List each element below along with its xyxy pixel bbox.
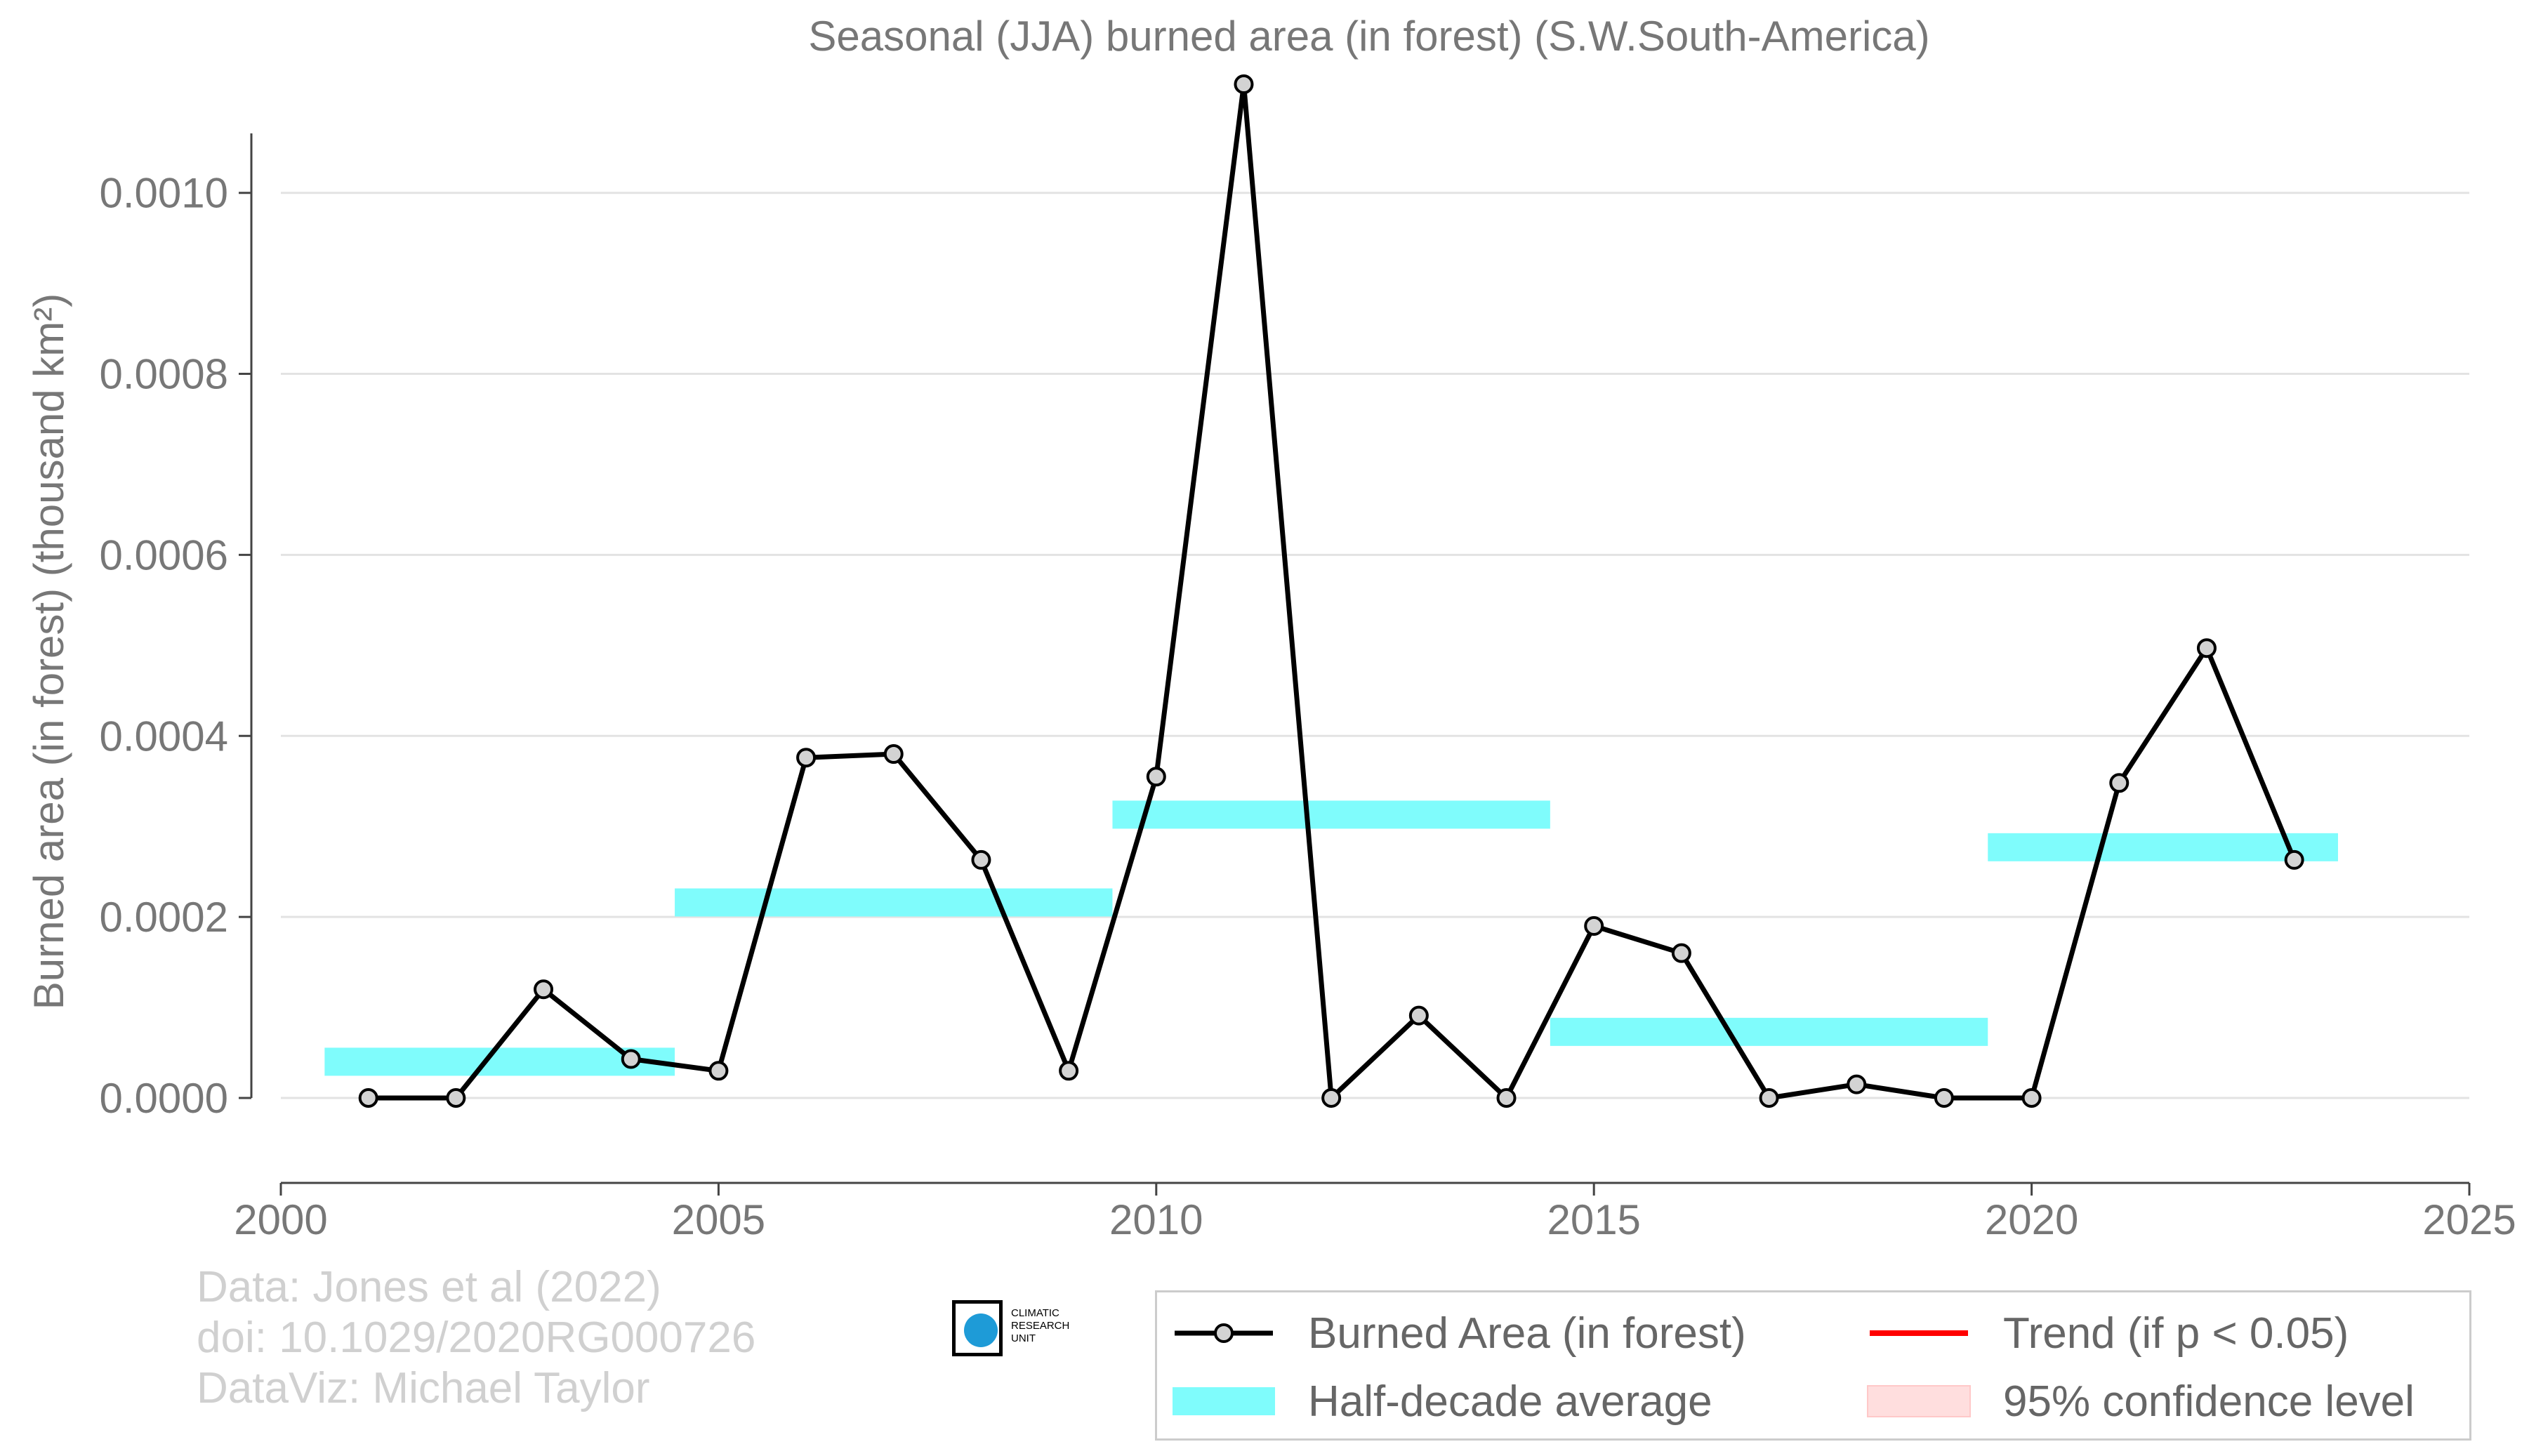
half-decade-band-4: [1988, 833, 2338, 861]
legend-key-trend-line: [1870, 1330, 1968, 1336]
credit-doi: doi: 10.1029/2020RG000726: [197, 1313, 756, 1362]
half-decade-band-0: [324, 1047, 675, 1076]
data-point-2003: [534, 979, 554, 1000]
half-decade-band-2: [1112, 800, 1550, 829]
data-point-2001: [358, 1087, 378, 1108]
data-point-2012: [1321, 1087, 1342, 1108]
logo-line-1: CLIMATIC: [1011, 1307, 1059, 1319]
data-point-2009: [1059, 1061, 1079, 1081]
logo-line-2: RESEARCH: [1011, 1320, 1070, 1332]
y-tick-label-3: 0.0006: [99, 531, 228, 578]
data-point-2021: [2109, 773, 2129, 793]
data-point-2007: [883, 744, 904, 765]
x-tick-label-5: 2025: [2422, 1196, 2516, 1243]
data-point-2011: [1234, 74, 1254, 94]
axes: [239, 133, 2471, 1196]
data-points: [358, 74, 2304, 1108]
legend-item-trend: Trend (if p < 0.05): [1866, 1305, 2349, 1361]
data-point-2010: [1146, 767, 1166, 787]
y-tick-label-5: 0.0010: [99, 170, 228, 217]
logo-frame: [952, 1300, 1003, 1356]
half-decade-band-3: [1550, 1017, 1988, 1046]
half-decade-bands: [324, 800, 2338, 1076]
data-point-2019: [1934, 1087, 1954, 1108]
data-point-2002: [446, 1087, 466, 1108]
data-point-2006: [796, 748, 817, 768]
logo-text: CLIMATIC RESEARCH UNIT: [1011, 1307, 1069, 1345]
y-tick-label-4: 0.0008: [99, 351, 228, 398]
data-point-2013: [1408, 1005, 1429, 1026]
data-point-2022: [2196, 638, 2217, 658]
legend-key-confidence: [1867, 1385, 1971, 1417]
series-line-layer: [368, 81, 2297, 1101]
legend-item-half-decade: Half-decade average: [1171, 1373, 1712, 1429]
y-tick-label-1: 0.0002: [99, 894, 228, 941]
x-tick-label-2: 2010: [1109, 1196, 1203, 1243]
data-point-2015: [1584, 916, 1604, 937]
data-point-2017: [1759, 1087, 1779, 1108]
x-tick-label-3: 2015: [1547, 1196, 1640, 1243]
series-line-0: [368, 81, 2297, 1101]
legend-label-half-decade: Half-decade average: [1308, 1377, 1712, 1426]
data-point-2018: [1847, 1074, 1867, 1094]
chart: Seasonal (JJA) burned area (in forest) (…: [25, 13, 2516, 1243]
half-decade-band-1: [675, 888, 1113, 917]
credit-dataviz: DataViz: Michael Taylor: [197, 1364, 650, 1412]
x-tick-label-1: 2005: [672, 1196, 765, 1243]
legend-label-confidence: 95% confidence level: [2003, 1377, 2415, 1426]
legend-item-burned-area: Burned Area (in forest): [1171, 1305, 1746, 1361]
y-tick-labels: 0.0000 0.0002 0.0004 0.0006 0.0008 0.0010: [99, 170, 228, 1122]
data-credits: Data: Jones et al (2022) doi: 10.1029/20…: [197, 1262, 755, 1414]
x-tick-label-0: 2000: [234, 1196, 327, 1243]
chart-title: Seasonal (JJA) burned area (in forest) (…: [808, 13, 1929, 60]
cru-logo: CLIMATIC RESEARCH UNIT: [952, 1300, 1092, 1361]
legend-key-line-marker: [1175, 1323, 1273, 1343]
globe-icon: [964, 1313, 998, 1347]
y-axis-label: Burned area (in forest) (thousand km²): [25, 293, 72, 1010]
legend-label-burned-area: Burned Area (in forest): [1308, 1309, 1746, 1358]
data-point-2016: [1671, 943, 1691, 963]
data-point-2004: [621, 1049, 641, 1069]
legend-key-band: [1173, 1387, 1275, 1415]
credit-source: Data: Jones et al (2022): [197, 1263, 661, 1311]
data-point-2020: [2021, 1087, 2042, 1108]
data-point-2008: [971, 849, 991, 870]
x-tick-label-4: 2020: [1985, 1196, 2078, 1243]
data-point-2005: [708, 1061, 729, 1081]
x-tick-labels: 2000 2005 2010 2015 2020 2025: [234, 1196, 2516, 1243]
y-tick-label-2: 0.0004: [99, 713, 228, 760]
legend-item-confidence: 95% confidence level: [1866, 1373, 2415, 1429]
data-point-2023: [2284, 849, 2304, 870]
y-tick-label-0: 0.0000: [99, 1075, 228, 1122]
logo-line-3: UNIT: [1011, 1332, 1036, 1344]
grid-layer: [281, 192, 2469, 1099]
data-point-2014: [1496, 1087, 1517, 1108]
legend: Burned Area (in forest) Half-decade aver…: [1155, 1290, 2471, 1441]
legend-label-trend: Trend (if p < 0.05): [2003, 1309, 2349, 1358]
